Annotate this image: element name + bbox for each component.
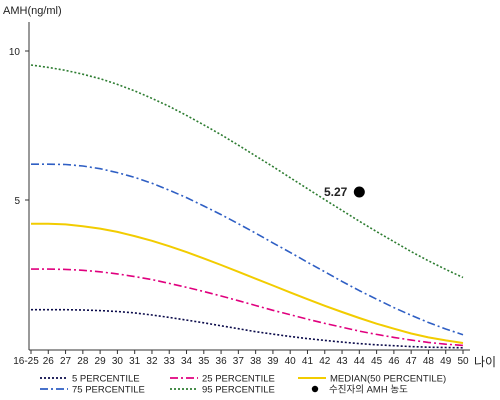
x-tick-label: 41 xyxy=(302,356,314,367)
series-line-25-percentile xyxy=(31,268,464,347)
x-tick-label: 29 xyxy=(95,356,107,367)
x-tick-label: 50 xyxy=(457,356,469,367)
y-tick-label: 5 xyxy=(14,196,20,207)
plot-area: 5.27 xyxy=(30,64,464,349)
x-tick-label: 31 xyxy=(129,356,141,367)
legend-label: 95 PERCENTILE xyxy=(202,385,275,396)
x-tick-label: 26 xyxy=(43,356,55,367)
y-axis-label: AMH(ng/ml) xyxy=(3,5,62,17)
x-tick-label: 33 xyxy=(164,356,176,367)
x-tick-label: 43 xyxy=(336,356,348,367)
x-tick-label: 45 xyxy=(371,356,383,367)
series-line-75-percentile xyxy=(31,163,464,336)
x-tick-label: 44 xyxy=(354,356,366,367)
patient-amh-value-label: 5.27 xyxy=(324,185,348,199)
axes: 5 10 16-25 26 27 28 29 30 31 32 33 34 35 36 37 38 39 40 41… xyxy=(9,22,470,367)
series-line-5-percentile xyxy=(31,308,464,349)
x-tick-label: 37 xyxy=(233,356,245,367)
x-tick-label: 42 xyxy=(319,356,331,367)
x-tick-label: 27 xyxy=(60,356,72,367)
x-tick-label: 47 xyxy=(406,356,418,367)
x-tick-label: 38 xyxy=(250,356,262,367)
x-tick-label: 16-25 xyxy=(13,356,39,367)
y-tick-label: 10 xyxy=(9,47,21,58)
x-tick-label: 28 xyxy=(77,356,89,367)
legend-marker-swatch xyxy=(311,385,319,393)
x-tick-label: 46 xyxy=(388,356,400,367)
x-axis-label: 나이 xyxy=(474,355,496,369)
legend-label: MEDIAN(50 PERCENTILE) xyxy=(330,374,446,385)
x-tick-label: 48 xyxy=(423,356,435,367)
x-tick-label: 34 xyxy=(181,356,193,367)
legend-label: 수진자의 AMH 농도 xyxy=(329,385,408,396)
x-tick-label: 36 xyxy=(216,356,228,367)
legend-label: 5 PERCENTILE xyxy=(72,374,140,385)
legend-label: 75 PERCENTILE xyxy=(72,385,145,396)
series-line-95-percentile xyxy=(30,64,464,279)
x-tick-label: 39 xyxy=(267,356,279,367)
x-tick-label: 30 xyxy=(112,356,124,367)
x-tick-label: 32 xyxy=(146,356,158,367)
x-tick-label: 49 xyxy=(440,356,452,367)
x-tick-label: 35 xyxy=(198,356,210,367)
patient-amh-marker xyxy=(353,186,365,198)
x-tick-label: 40 xyxy=(285,356,297,367)
legend-label: 25 PERCENTILE xyxy=(202,374,275,385)
series-line-median-50-percentile xyxy=(31,222,464,344)
